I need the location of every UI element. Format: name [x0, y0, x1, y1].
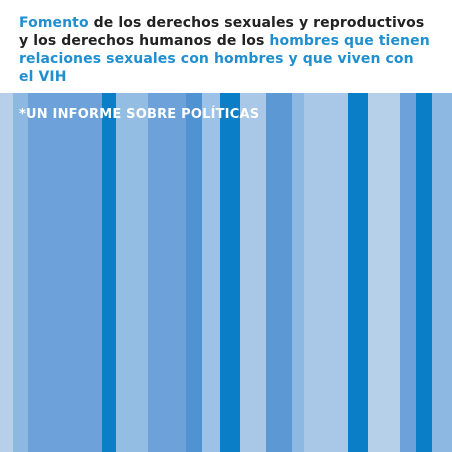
title-text: de los derechos sexuales y reproductivos [88, 15, 425, 31]
striped-background [0, 93, 452, 452]
stripe [13, 93, 28, 452]
title-line-2: y los derechos humanos de los hombres qu… [19, 32, 439, 50]
title-line-4: el VIH [19, 69, 67, 85]
report-title: Fomento de los derechos sexuales y repro… [19, 14, 439, 86]
stripe [186, 93, 202, 452]
report-subtitle: *UN INFORME SOBRE POLÍTICAS [19, 107, 260, 122]
stripe [28, 93, 102, 452]
stripe [0, 93, 13, 452]
stripe [202, 93, 220, 452]
stripe [220, 93, 240, 452]
stripe [292, 93, 304, 452]
stripe [348, 93, 368, 452]
title-line-3: relaciones sexuales con hombres y que vi… [19, 51, 414, 67]
stripe [102, 93, 116, 452]
stripe [400, 93, 416, 452]
stripe [368, 93, 400, 452]
stripe [240, 93, 266, 452]
stripe [416, 93, 432, 452]
stripe [266, 93, 292, 452]
stripe [148, 93, 186, 452]
title-text: y los derechos humanos de los [19, 33, 270, 49]
stripe [304, 93, 348, 452]
title-line-1: Fomento de los derechos sexuales y repro… [19, 14, 439, 32]
stripe [116, 93, 148, 452]
stripe [432, 93, 452, 452]
title-highlight: Fomento [19, 15, 89, 31]
title-highlight: hombres que tienen [269, 33, 430, 49]
